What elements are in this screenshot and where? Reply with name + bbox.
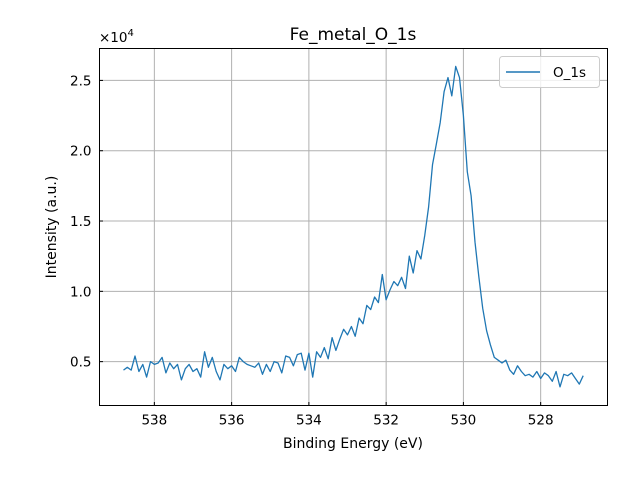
x-tick-label: 538	[141, 413, 167, 429]
x-tick-label: 534	[296, 413, 322, 429]
ticks: 538 536 534 532 530 528 0.5 1.0 1.5 2.0 2.5	[70, 73, 554, 428]
x-tick-label: 528	[528, 413, 554, 429]
legend-box	[499, 56, 600, 88]
x-tick-label: 530	[451, 413, 477, 429]
axes-frame	[99, 48, 608, 406]
y-tick-label: 1.5	[70, 214, 91, 230]
x-tick-label: 532	[373, 413, 399, 429]
y-tick-label: 2.0	[70, 144, 91, 160]
chart-title: Fe_metal_O_1s	[290, 25, 417, 45]
y-axis-label: Intensity (a.u.)	[44, 176, 60, 279]
legend: O_1s	[499, 56, 600, 88]
y-offset-label: ×104	[99, 28, 134, 46]
y-tick-label: 0.5	[70, 355, 91, 371]
y-tick-label: 2.5	[70, 73, 91, 89]
series-line-o1s	[123, 65, 584, 388]
x-tick-label: 536	[219, 413, 245, 429]
legend-label-o1s: O_1s	[553, 65, 586, 81]
plot-area	[123, 65, 584, 388]
x-axis-label: Binding Energy (eV)	[283, 436, 423, 452]
y-tick-label: 1.0	[70, 284, 91, 300]
